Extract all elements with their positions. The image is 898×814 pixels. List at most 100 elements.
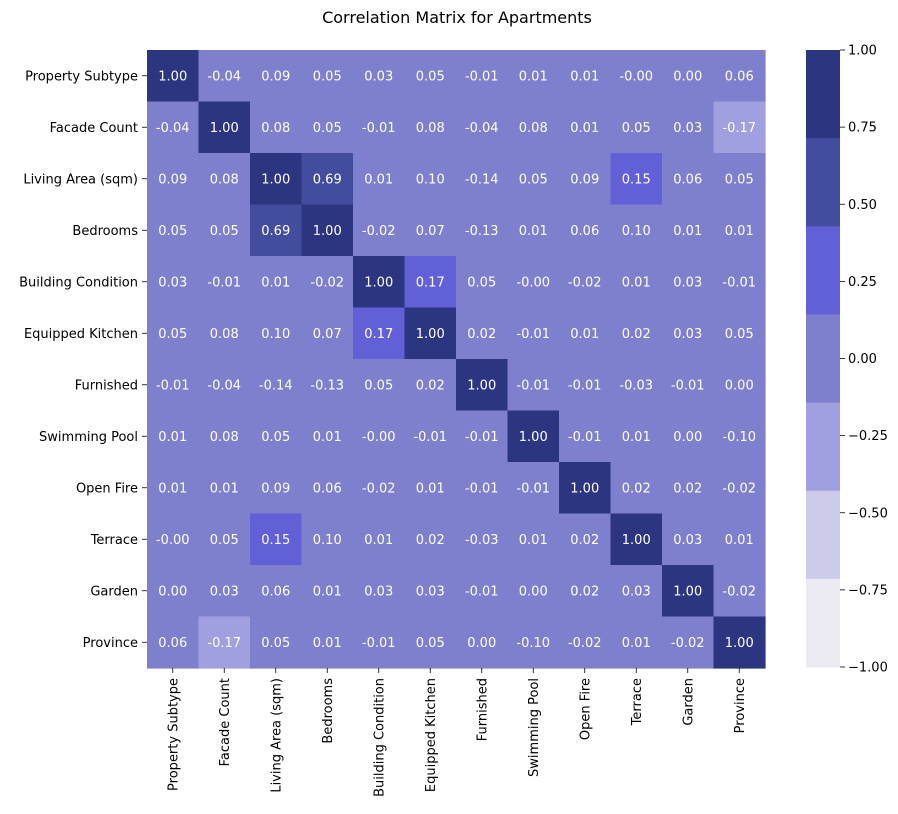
cell-value-label: 0.05 bbox=[210, 533, 239, 548]
cell-value-label: 0.05 bbox=[313, 69, 342, 84]
cell-value-label: -0.04 bbox=[465, 121, 499, 136]
y-tick-label: Garden bbox=[90, 584, 138, 599]
cell-value-label: 1.00 bbox=[261, 172, 290, 187]
cell-value-label: 0.07 bbox=[416, 224, 445, 239]
heatmap-cell bbox=[147, 565, 200, 618]
heatmap-cell bbox=[559, 307, 612, 360]
heatmap-cell bbox=[713, 204, 766, 257]
x-tick-label: Garden bbox=[681, 678, 696, 726]
heatmap-cell bbox=[713, 513, 766, 566]
cell-value-label: 0.09 bbox=[261, 69, 290, 84]
colorbar-tick-label: 0.75 bbox=[848, 121, 877, 136]
heatmap-cell bbox=[456, 462, 509, 515]
cell-value-label: -0.13 bbox=[465, 224, 499, 239]
x-tick-label: Open Fire bbox=[578, 678, 593, 740]
cell-value-label: 0.06 bbox=[725, 69, 754, 84]
cell-value-label: 0.01 bbox=[622, 275, 651, 290]
heatmap-cell bbox=[507, 101, 560, 154]
cell-value-label: 0.01 bbox=[673, 224, 702, 239]
cell-value-label: -0.01 bbox=[465, 481, 499, 496]
heatmap-cell bbox=[198, 565, 251, 618]
heatmap-cell bbox=[301, 204, 354, 257]
heatmap-cell bbox=[301, 101, 354, 154]
heatmap-cell bbox=[507, 616, 560, 669]
cell-value-label: 0.08 bbox=[519, 121, 548, 136]
cell-value-label: 0.06 bbox=[313, 481, 342, 496]
heatmap-cell bbox=[559, 101, 612, 154]
cell-value-label: 0.06 bbox=[261, 584, 290, 599]
cell-value-label: 0.02 bbox=[570, 533, 599, 548]
y-tick-label: Equipped Kitchen bbox=[24, 327, 138, 342]
cell-value-label: -0.03 bbox=[465, 533, 499, 548]
heatmap-cell bbox=[662, 204, 715, 257]
cell-value-label: 0.05 bbox=[725, 172, 754, 187]
cell-value-label: 0.06 bbox=[158, 636, 187, 651]
cell-value-label: 0.05 bbox=[416, 69, 445, 84]
cell-value-label: 0.01 bbox=[622, 430, 651, 445]
heatmap-cell bbox=[404, 204, 457, 257]
cell-value-label: 0.01 bbox=[519, 533, 548, 548]
cell-value-label: -0.01 bbox=[568, 430, 602, 445]
cell-value-label: 0.03 bbox=[210, 584, 239, 599]
heatmap-cell bbox=[713, 153, 766, 206]
cell-value-label: 0.01 bbox=[364, 172, 393, 187]
heatmap-cell bbox=[404, 307, 457, 360]
cell-value-label: 0.01 bbox=[725, 224, 754, 239]
cell-value-label: 0.02 bbox=[467, 327, 496, 342]
cell-value-label: 0.01 bbox=[570, 327, 599, 342]
cell-value-label: 0.69 bbox=[313, 172, 342, 187]
heatmap-cell bbox=[662, 462, 715, 515]
cell-value-label: -0.01 bbox=[465, 430, 499, 445]
cell-value-label: 0.02 bbox=[622, 327, 651, 342]
cell-value-label: 0.08 bbox=[210, 327, 239, 342]
cell-value-label: 0.00 bbox=[467, 636, 496, 651]
heatmap-cell bbox=[198, 256, 251, 309]
heatmap-cell bbox=[456, 101, 509, 154]
cell-value-label: -0.01 bbox=[465, 69, 499, 84]
cell-value-label: 0.09 bbox=[158, 172, 187, 187]
cell-value-label: -0.01 bbox=[671, 378, 705, 393]
cell-value-label: 0.06 bbox=[673, 172, 702, 187]
heatmap-cell bbox=[404, 462, 457, 515]
cell-value-label: -0.13 bbox=[310, 378, 344, 393]
cell-value-label: 0.05 bbox=[261, 430, 290, 445]
heatmap-cell bbox=[404, 410, 457, 463]
cell-value-label: 0.01 bbox=[313, 636, 342, 651]
cell-value-label: 0.03 bbox=[673, 327, 702, 342]
heatmap-cell bbox=[713, 462, 766, 515]
cell-value-label: 1.00 bbox=[313, 224, 342, 239]
heatmap-cell bbox=[610, 153, 663, 206]
heatmap-cell bbox=[559, 616, 612, 669]
cell-value-label: 0.09 bbox=[261, 481, 290, 496]
heatmap-cell bbox=[662, 101, 715, 154]
heatmap-cell bbox=[250, 410, 303, 463]
cell-value-label: -0.00 bbox=[619, 69, 653, 84]
cell-value-label: -0.10 bbox=[722, 430, 756, 445]
cell-value-label: -0.17 bbox=[722, 121, 756, 136]
heatmap-cell bbox=[559, 50, 612, 103]
cell-value-label: 0.03 bbox=[158, 275, 187, 290]
cell-value-label: 0.00 bbox=[673, 430, 702, 445]
heatmap-cell bbox=[301, 410, 354, 463]
cell-value-label: 0.69 bbox=[261, 224, 290, 239]
heatmap-cell bbox=[250, 565, 303, 618]
heatmap-cell bbox=[713, 616, 766, 669]
heatmap-cell bbox=[301, 50, 354, 103]
cell-value-label: 1.00 bbox=[673, 584, 702, 599]
y-tick-label: Facade Count bbox=[50, 121, 138, 136]
y-tick-label: Province bbox=[83, 636, 138, 651]
x-tick-label: Bedrooms bbox=[321, 678, 336, 744]
heatmap-cell bbox=[353, 359, 406, 412]
cell-value-label: 0.08 bbox=[210, 172, 239, 187]
heatmap-cell bbox=[353, 101, 406, 154]
cell-value-label: -0.02 bbox=[310, 275, 344, 290]
cell-value-label: 0.00 bbox=[158, 584, 187, 599]
heatmap-cell bbox=[301, 565, 354, 618]
cell-value-label: -0.02 bbox=[362, 224, 396, 239]
cell-value-label: 0.09 bbox=[570, 172, 599, 187]
heatmap-cell bbox=[713, 307, 766, 360]
colorbar-tick-label: −0.75 bbox=[848, 583, 888, 598]
cell-value-label: 0.03 bbox=[673, 275, 702, 290]
heatmap-cell bbox=[507, 410, 560, 463]
heatmap-cell bbox=[456, 50, 509, 103]
